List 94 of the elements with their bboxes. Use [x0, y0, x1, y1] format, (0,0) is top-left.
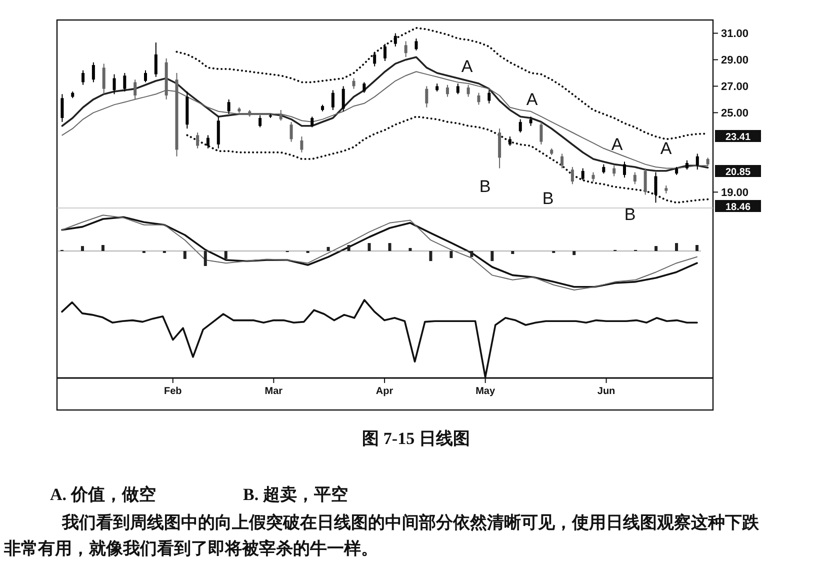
- candlestick: [466, 84, 470, 98]
- candlestick: [82, 70, 85, 86]
- bar: [347, 245, 350, 251]
- candlestick: [310, 116, 314, 128]
- candlestick: [446, 84, 449, 98]
- candlestick: [488, 90, 491, 104]
- y-tick-label: 29.00: [721, 54, 749, 67]
- candlestick: [227, 98, 230, 114]
- y-tick-label: 27.00: [721, 81, 749, 94]
- text: 我们看到周线图中的向上假突破在日线图的中间部分依然清晰可见，使用日线图观察这种下跌: [61, 513, 760, 532]
- candlestick: [60, 94, 64, 122]
- x-tick-label: Mar: [264, 386, 283, 397]
- x-tick-label: Feb: [164, 386, 182, 397]
- candlestick: [352, 78, 356, 90]
- candlestick: [477, 92, 480, 106]
- candlestick: [102, 63, 106, 95]
- text: A. 价值，做空: [50, 485, 156, 504]
- candlestick: [300, 136, 304, 153]
- candlestick: [394, 32, 397, 47]
- bar: [490, 251, 494, 262]
- candlestick: [92, 62, 95, 83]
- annotation: A: [611, 135, 624, 154]
- candlestick: [654, 172, 658, 204]
- candlestick: [581, 168, 584, 181]
- annotation: B: [479, 177, 491, 196]
- candlestick: [508, 136, 512, 146]
- candlestick: [404, 40, 408, 58]
- candlestick: [540, 121, 543, 145]
- bar: [654, 246, 658, 251]
- candlestick: [206, 134, 210, 149]
- candlestick: [154, 42, 158, 78]
- text: 18.46: [725, 202, 751, 213]
- annotation: A: [526, 90, 538, 109]
- bar: [224, 251, 228, 259]
- bar: [429, 251, 432, 262]
- bar: [183, 251, 186, 259]
- bar: [388, 243, 392, 251]
- candlestick: [696, 153, 699, 170]
- bar: [511, 251, 514, 254]
- candlestick: [685, 160, 688, 170]
- bar: [450, 251, 453, 258]
- candlestick: [134, 79, 137, 100]
- candlestick: [633, 172, 636, 185]
- text: 23.41: [725, 132, 751, 143]
- candlestick: [456, 83, 460, 95]
- candlestick: [570, 166, 574, 185]
- candlestick: [290, 121, 293, 142]
- candlestick: [529, 116, 532, 126]
- x-tick-label: Jun: [597, 386, 616, 397]
- candlestick: [384, 43, 386, 62]
- candlestick: [196, 132, 200, 149]
- bar: [572, 251, 576, 256]
- candlestick: [414, 38, 418, 51]
- x-tick-label: May: [476, 386, 496, 397]
- x-tick-label: Apr: [376, 386, 394, 397]
- candlestick: [602, 164, 606, 174]
- candlestick: [362, 82, 366, 94]
- bar: [675, 243, 678, 251]
- candlestick: [144, 70, 148, 83]
- candlestick: [612, 165, 616, 177]
- candlestick: [560, 153, 564, 169]
- annotation: A: [660, 139, 672, 158]
- bar: [101, 245, 104, 251]
- candlestick: [258, 114, 262, 128]
- annotation: B: [624, 205, 636, 224]
- y-tick-label: 25.00: [721, 108, 749, 120]
- candlestick: [342, 86, 345, 112]
- candlestick: [279, 110, 282, 122]
- candlestick: [112, 74, 116, 95]
- text: 非常有用，就像我们看到了即将被宰杀的牛一样。: [3, 539, 378, 558]
- text: 20.85: [725, 167, 751, 178]
- candlestick: [518, 118, 522, 134]
- bar: [326, 246, 330, 251]
- text: 图 7-15 日线图: [362, 429, 470, 448]
- candlestick: [592, 172, 595, 182]
- candlestick: [373, 51, 376, 67]
- bar: [470, 251, 474, 257]
- bar: [696, 245, 698, 251]
- bar: [408, 248, 412, 251]
- candlestick: [425, 86, 428, 108]
- candlestick: [644, 168, 647, 196]
- candlestick: [123, 72, 126, 92]
- annotation: B: [542, 189, 554, 208]
- bar: [80, 246, 84, 251]
- annotation: A: [461, 57, 474, 76]
- line-series: [186, 116, 709, 204]
- candlestick: [216, 116, 220, 149]
- candlestick: [622, 161, 626, 178]
- y-tick-label: 19.00: [721, 187, 749, 200]
- y-tick-label: 31.00: [721, 28, 749, 40]
- candlestick: [331, 90, 334, 111]
- text: B. 超卖，平空: [243, 485, 348, 504]
- bar: [204, 251, 207, 266]
- bar: [368, 243, 371, 251]
